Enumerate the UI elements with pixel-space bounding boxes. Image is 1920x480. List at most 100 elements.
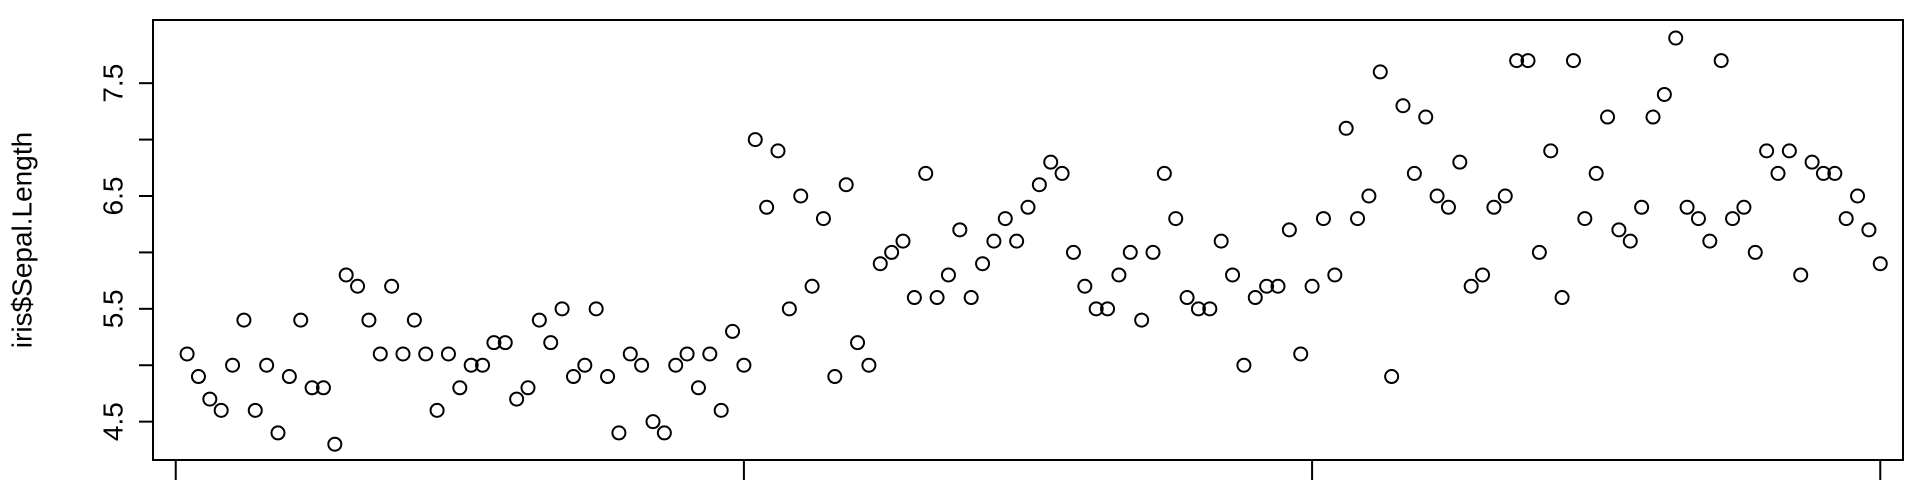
data-point <box>1225 267 1241 283</box>
data-point <box>781 301 797 317</box>
data-point <box>418 346 434 362</box>
data-point <box>827 369 843 385</box>
data-point <box>1202 301 1218 317</box>
data-point <box>190 369 206 385</box>
data-point <box>838 177 854 193</box>
data-point <box>1690 211 1706 227</box>
y-tick-label: 4.5 <box>98 402 129 441</box>
y-axis-title: iris$Sepal.Length <box>7 132 38 348</box>
data-point <box>509 391 525 407</box>
data-point <box>1577 211 1593 227</box>
data-point <box>1793 267 1809 283</box>
data-point <box>463 357 479 373</box>
data-point <box>1531 244 1547 260</box>
data-point <box>1168 211 1184 227</box>
data-point <box>1418 109 1434 125</box>
data-point <box>1190 301 1206 317</box>
data-point <box>679 346 695 362</box>
data-point <box>1259 278 1275 294</box>
data-point <box>850 335 866 351</box>
data-point <box>1315 211 1331 227</box>
data-point <box>1486 199 1502 215</box>
data-point <box>1520 53 1536 69</box>
data-point <box>406 312 422 328</box>
data-point <box>793 188 809 204</box>
data-point <box>1361 188 1377 204</box>
data-point <box>1622 233 1638 249</box>
data-point <box>543 335 559 351</box>
data-point <box>1338 120 1354 136</box>
data-point <box>452 380 468 396</box>
data-point <box>372 346 388 362</box>
data-point <box>713 402 729 418</box>
data-point <box>1804 154 1820 170</box>
data-point <box>577 357 593 373</box>
data-point <box>554 301 570 317</box>
data-point <box>1452 154 1468 170</box>
data-point <box>293 312 309 328</box>
data-point <box>1281 222 1297 238</box>
data-point <box>1020 199 1036 215</box>
data-point <box>975 256 991 272</box>
data-point <box>236 312 252 328</box>
data-point <box>1088 301 1104 317</box>
data-point <box>884 244 900 260</box>
data-point <box>986 233 1002 249</box>
data-point <box>1077 278 1093 294</box>
data-point <box>1475 267 1491 283</box>
data-point <box>225 357 241 373</box>
data-point <box>1611 222 1627 238</box>
data-point <box>861 357 877 373</box>
data-point <box>940 267 956 283</box>
data-point <box>1100 301 1116 317</box>
data-point <box>384 278 400 294</box>
data-point <box>963 290 979 306</box>
data-point <box>565 369 581 385</box>
data-point <box>1065 244 1081 260</box>
data-point <box>1304 278 1320 294</box>
data-point <box>1702 233 1718 249</box>
data-point <box>429 402 445 418</box>
data-point <box>1850 188 1866 204</box>
data-point <box>281 369 297 385</box>
data-point <box>1463 278 1479 294</box>
data-point <box>1009 233 1025 249</box>
data-point <box>815 211 831 227</box>
data-point <box>600 369 616 385</box>
data-point <box>395 346 411 362</box>
data-point <box>259 357 275 373</box>
data-point <box>1293 346 1309 362</box>
data-point <box>1111 267 1127 283</box>
data-point <box>338 267 354 283</box>
data-point <box>327 436 343 452</box>
data-point <box>1770 165 1786 181</box>
data-point <box>1054 165 1070 181</box>
data-point <box>668 357 684 373</box>
data-point <box>1725 211 1741 227</box>
data-point <box>611 425 627 441</box>
y-tick-label: 6.5 <box>98 177 129 216</box>
data-point <box>1156 165 1172 181</box>
data-point <box>1815 165 1831 181</box>
data-point <box>1327 267 1343 283</box>
data-point <box>1656 86 1672 102</box>
data-point <box>1645 109 1661 125</box>
data-point <box>918 165 934 181</box>
data-point <box>270 425 286 441</box>
data-point <box>872 256 888 272</box>
data-point <box>1372 64 1388 80</box>
data-point <box>759 199 775 215</box>
data-point <box>213 402 229 418</box>
data-point <box>725 323 741 339</box>
data-point <box>497 335 513 351</box>
data-point <box>895 233 911 249</box>
data-point <box>440 346 456 362</box>
data-point <box>1600 109 1616 125</box>
data-point <box>1122 244 1138 260</box>
data-point <box>1429 188 1445 204</box>
data-point <box>1031 177 1047 193</box>
data-point <box>690 380 706 396</box>
data-point <box>1668 30 1684 46</box>
data-point <box>350 278 366 294</box>
data-point <box>906 290 922 306</box>
